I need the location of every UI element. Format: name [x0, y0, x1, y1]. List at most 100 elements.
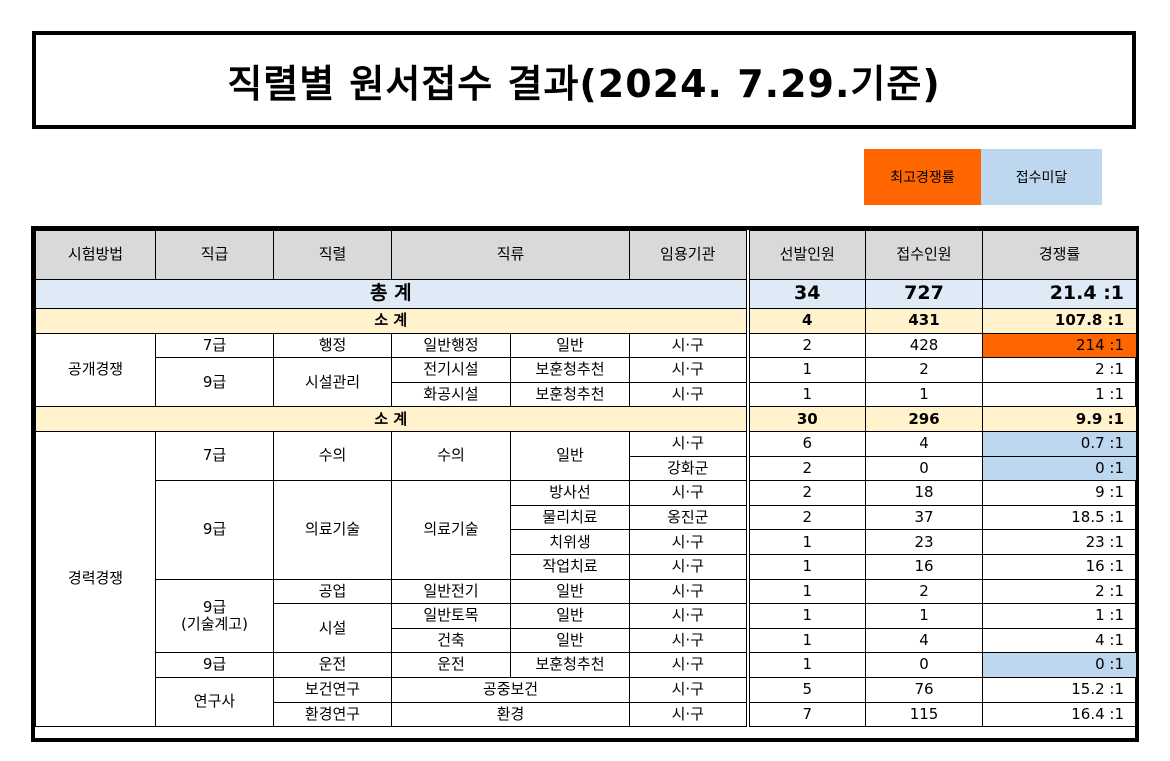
subclass-cell: 방사선 [509, 480, 631, 506]
class-cell: 화공시설 [391, 381, 511, 408]
ratio-cell: 0 :1 [982, 652, 1138, 678]
subtotal-row: 소 계 4 431 107.8 :1 [34, 308, 1138, 334]
subtotal-ratio: 9.9 :1 [982, 406, 1138, 432]
selected-cell: 1 [745, 381, 867, 408]
ratio-cell: 16.4 :1 [982, 701, 1138, 728]
ratio-cell: 2 :1 [982, 357, 1138, 383]
subtotal-ratio: 107.8 :1 [982, 308, 1138, 334]
subclass-cell: 작업치료 [509, 553, 631, 580]
subclass-cell: 보훈청추천 [509, 652, 631, 678]
subclass-cell: 물리치료 [509, 504, 631, 531]
subtotal-applied: 296 [865, 406, 984, 432]
header-row: 시험방법 직급 직렬 직류 임용기관 선발인원 접수인원 경쟁률 [35, 230, 1138, 280]
ratio-cell: 1 :1 [982, 603, 1138, 629]
legend-under-applied: 접수미달 [981, 149, 1102, 205]
table-row: 9급 운전 운전 보훈청추천 시·구 1 0 0 :1 [36, 652, 1138, 678]
grand-total-selected: 34 [745, 279, 867, 309]
header-class: 직류 [390, 230, 631, 280]
grade-cell: 9급 [155, 652, 274, 678]
applied-cell: 16 [865, 553, 984, 580]
table-row: 9급 시설관리 전기시설 보훈청추천 시·구 1 2 2 :1 [36, 357, 1138, 408]
results-table: 시험방법 직급 직렬 직류 임용기관 선발인원 접수인원 경쟁률 총 계 34 … [31, 226, 1139, 742]
subtotal-selected: 30 [745, 406, 867, 432]
header-ratio: 경쟁률 [982, 230, 1138, 280]
class-cell: 공중보건 [390, 676, 631, 703]
subtotal-row: 소 계 30 296 9.9 :1 [34, 406, 1138, 432]
ratio-cell: 9 :1 [982, 480, 1138, 506]
ratio-cell: 16 :1 [982, 553, 1138, 580]
class-cell: 건축 [391, 627, 511, 654]
method-cell: 공개경쟁 [35, 332, 156, 408]
grade-cell: 9급 [155, 357, 274, 408]
selected-cell: 6 [745, 430, 867, 457]
applied-cell: 428 [865, 332, 984, 359]
series-cell: 시설 [273, 603, 392, 654]
series-cell: 시설관리 [273, 357, 392, 408]
applied-cell: 76 [865, 676, 984, 703]
subclass-cell: 일반 [509, 627, 631, 654]
applied-cell: 37 [865, 504, 984, 531]
agency-cell: 시·구 [629, 381, 749, 408]
series-cell: 의료기술 [273, 480, 392, 580]
grade-cell: 연구사 [155, 676, 274, 728]
subclass-cell: 일반 [509, 430, 631, 482]
applied-cell: 2 [865, 357, 984, 383]
agency-cell: 시·구 [629, 430, 749, 457]
selected-cell: 2 [745, 480, 867, 506]
applied-cell: 4 [865, 430, 984, 457]
table-row: 치위생 시·구 1 23 23 :1 [36, 529, 1138, 555]
applied-cell: 23 [865, 529, 984, 555]
selected-cell: 1 [745, 603, 867, 629]
header-grade: 직급 [155, 230, 274, 280]
grand-total-label: 총 계 [34, 279, 749, 309]
ratio-cell: 214 :1 [982, 332, 1138, 359]
applied-cell: 0 [865, 455, 984, 482]
series-cell: 수의 [273, 430, 392, 482]
subclass-cell: 일반 [509, 578, 631, 605]
subtotal-applied: 431 [865, 308, 984, 334]
agency-cell: 시·구 [629, 652, 749, 678]
selected-cell: 1 [745, 529, 867, 555]
ratio-cell: 4 :1 [982, 627, 1138, 654]
applied-cell: 1 [865, 603, 984, 629]
selected-cell: 1 [745, 357, 867, 383]
subclass-cell: 보훈청추천 [509, 381, 631, 408]
header-agency: 임용기관 [629, 230, 749, 280]
agency-cell: 시·구 [629, 357, 749, 383]
grand-total-applied: 727 [865, 279, 984, 309]
agency-cell: 시·구 [629, 578, 749, 605]
table-row: 물리치료 옹진군 2 37 18.5 :1 [36, 504, 1138, 531]
legend-highest-ratio: 최고경쟁률 [864, 149, 981, 205]
applied-cell: 4 [865, 627, 984, 654]
table-row: 9급 (기술계고) 공업 일반전기 일반 시·구 1 2 2 :1 [36, 578, 1138, 654]
class-cell: 수의 [391, 430, 511, 482]
selected-cell: 5 [745, 676, 867, 703]
selected-cell: 7 [745, 701, 867, 728]
subclass-cell: 일반 [509, 603, 631, 629]
selected-cell: 1 [745, 652, 867, 678]
subtotal-label: 소 계 [34, 406, 749, 432]
grade-cell: 9급 (기술계고) [155, 578, 274, 654]
subtotal-selected: 4 [745, 308, 867, 334]
subtotal-label: 소 계 [34, 308, 749, 334]
series-cell: 공업 [273, 578, 392, 605]
agency-cell: 시·구 [629, 480, 749, 506]
grand-total-row: 총 계 34 727 21.4 :1 [34, 279, 1138, 309]
class-cell: 운전 [391, 652, 511, 678]
table-row: 건축 일반 시·구 1 4 4 :1 [36, 627, 1138, 654]
header-selected: 선발인원 [745, 230, 867, 280]
table-row: 환경연구 환경 시·구 7 115 16.4 :1 [36, 701, 1138, 728]
series-cell: 행정 [273, 332, 392, 359]
series-cell: 환경연구 [273, 701, 392, 728]
applied-cell: 2 [865, 578, 984, 605]
applied-cell: 18 [865, 480, 984, 506]
agency-cell: 시·구 [629, 701, 749, 728]
selected-cell: 1 [745, 553, 867, 580]
header-applied: 접수인원 [865, 230, 984, 280]
agency-cell: 시·구 [629, 603, 749, 629]
ratio-cell: 2 :1 [982, 578, 1138, 605]
applied-cell: 115 [865, 701, 984, 728]
agency-cell: 시·구 [629, 627, 749, 654]
agency-cell: 강화군 [629, 455, 749, 482]
grade-cell: 7급 [155, 332, 274, 359]
